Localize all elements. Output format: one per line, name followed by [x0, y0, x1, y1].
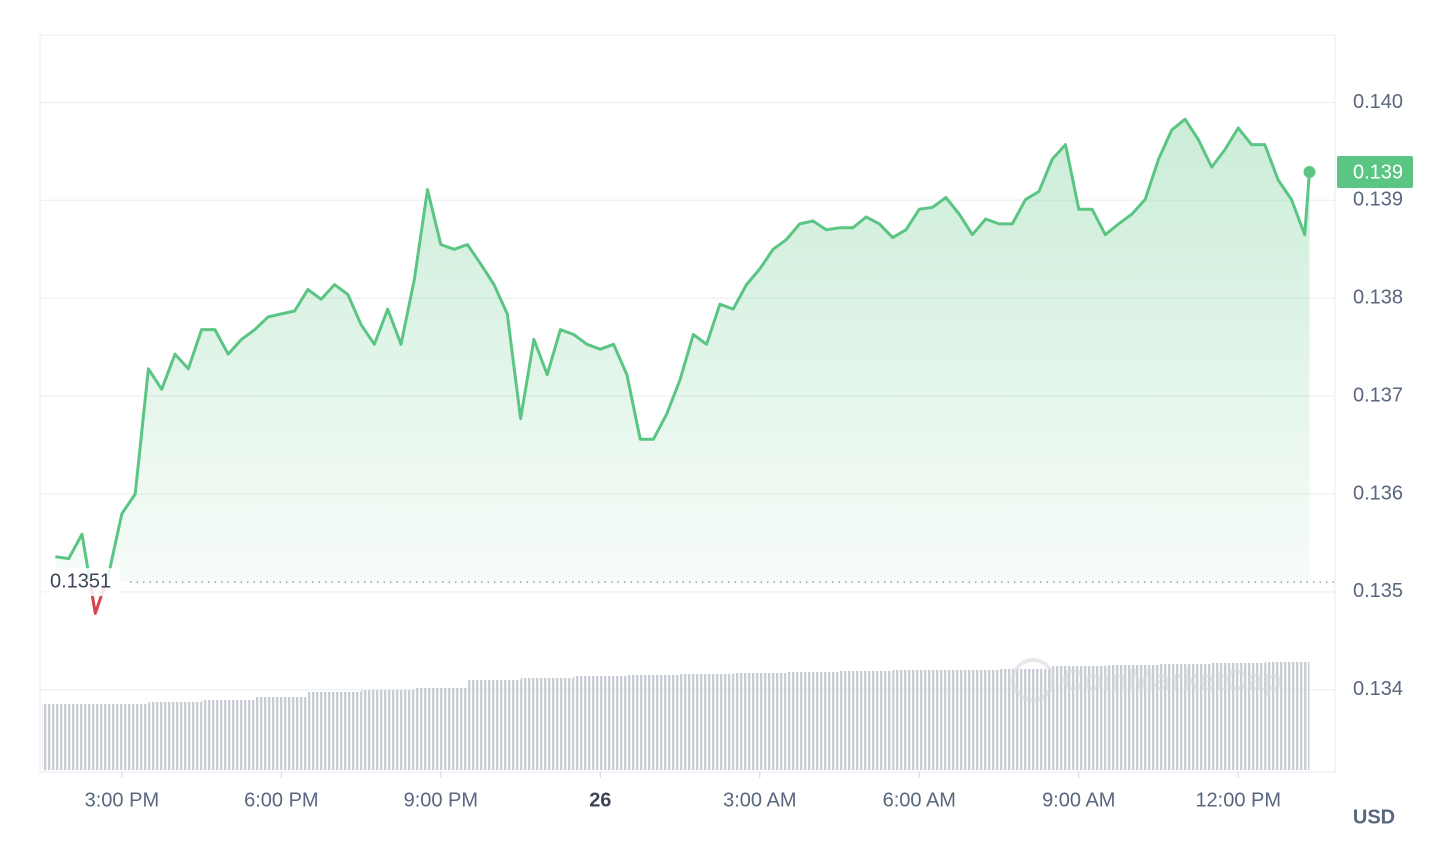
volume-bar [1105, 665, 1159, 770]
volume-bar [520, 678, 574, 770]
volume-bar [1211, 663, 1265, 770]
volume-bar [467, 680, 521, 770]
baseline-label-bg [46, 568, 120, 597]
volume-bar [839, 671, 893, 770]
volume-bar [307, 692, 362, 770]
volume-bar [148, 702, 202, 770]
y-tick-label: 0.140 [1353, 91, 1403, 113]
volume-bar [414, 688, 468, 770]
x-tick-label: 3:00 PM [85, 789, 159, 811]
x-tick-label: 9:00 AM [1042, 789, 1115, 811]
x-tick-label: 3:00 AM [723, 789, 796, 811]
volume-bar [1158, 664, 1212, 770]
volume-bar [1264, 662, 1310, 770]
y-tick-label: 0.138 [1353, 287, 1403, 309]
volume-bar [42, 704, 96, 770]
x-tick-label: 6:00 AM [883, 789, 956, 811]
x-tick-label: 6:00 PM [244, 789, 318, 811]
volume-bar [1052, 666, 1106, 770]
y-tick-label: 0.139 [1353, 189, 1403, 211]
x-tick-label: 26 [589, 789, 611, 811]
x-tick-label: 12:00 PM [1195, 789, 1281, 811]
x-tick-label: 9:00 PM [404, 789, 478, 811]
volume-bar [95, 704, 149, 770]
y-tick-label: 0.137 [1353, 384, 1403, 406]
plot-frame [39, 34, 1336, 773]
y-tick-label: 0.136 [1353, 482, 1403, 504]
baseline-label: 0.1351 [50, 570, 111, 592]
watermark: CoinMarketCap [1011, 658, 1282, 702]
y-tick-label: 0.135 [1353, 580, 1403, 602]
price-tag [1337, 156, 1413, 189]
volume-bar [254, 697, 308, 770]
volume-bar [361, 690, 415, 770]
watermark-text: CoinMarketCap [1062, 664, 1282, 697]
price-tag-label: 0.139 [1353, 161, 1403, 183]
volume-bar [680, 674, 734, 770]
y-tick-label: 0.134 [1353, 678, 1403, 700]
volume-bar [892, 670, 946, 770]
watermark-logo [1011, 658, 1055, 702]
volume-bar [573, 676, 627, 770]
volume-bar [626, 675, 681, 770]
volume-bar [999, 669, 1053, 770]
price-area [55, 119, 1310, 583]
unit-label: USD [1353, 806, 1395, 828]
volume-bar [733, 673, 787, 770]
last-point [1303, 166, 1316, 179]
volume-bar [945, 670, 1000, 770]
price-line [55, 117, 1311, 615]
volume-bar [786, 672, 840, 770]
volume-bar [201, 700, 255, 770]
